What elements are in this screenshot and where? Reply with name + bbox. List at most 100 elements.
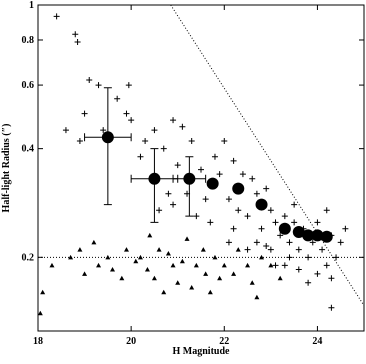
mean-point <box>206 177 219 190</box>
plus-point <box>328 275 335 282</box>
triangle-point <box>40 289 46 295</box>
plus-point <box>249 175 256 182</box>
plus-point <box>295 246 302 253</box>
triangle-point <box>156 247 162 252</box>
plus-point <box>286 239 293 246</box>
triangle-point <box>268 262 274 268</box>
triangle-point <box>170 262 176 268</box>
plus-point <box>225 239 232 246</box>
plus-point <box>263 242 270 249</box>
plus-point <box>151 127 158 134</box>
plus-point <box>244 246 251 253</box>
plus-point <box>72 31 79 38</box>
triangle-point <box>254 294 260 300</box>
triangle-point <box>119 275 125 281</box>
triangle-point <box>221 262 227 268</box>
plus-point <box>267 207 274 214</box>
plus-point <box>286 254 293 261</box>
plus-point <box>291 201 298 208</box>
triangle-point <box>203 271 209 276</box>
x-tick-label: 20 <box>126 336 136 347</box>
plus-point <box>74 38 81 45</box>
plus-point <box>314 270 321 277</box>
plus-point <box>305 279 312 286</box>
plus-point <box>188 138 195 145</box>
plus-point <box>230 157 237 164</box>
plus-point <box>305 254 312 261</box>
plus-point <box>253 239 260 246</box>
triangle-point <box>144 267 150 272</box>
plus-point <box>100 127 107 134</box>
plus-point <box>319 246 326 253</box>
plus-point <box>142 138 149 145</box>
triangle-point <box>212 254 218 260</box>
plus-point <box>137 153 144 160</box>
x-tick-label: 18 <box>33 336 43 347</box>
plus-point <box>333 254 340 261</box>
y-tick-label: 0.8 <box>22 35 35 46</box>
triangle-point <box>68 254 74 260</box>
triangle-point <box>193 262 199 268</box>
plus-point <box>165 190 172 197</box>
triangle-point <box>77 247 83 252</box>
plus-point <box>53 13 60 20</box>
triangle-point <box>249 280 255 285</box>
triangle-point <box>207 289 213 295</box>
plus-point <box>323 262 330 269</box>
plus-point <box>281 213 288 220</box>
x-axis-label: H Magnitude <box>173 346 231 357</box>
mean-point <box>183 172 196 185</box>
plus-point <box>216 171 223 178</box>
plus-point <box>323 207 330 214</box>
y-error-bar <box>150 148 159 223</box>
triangle-point <box>49 262 55 268</box>
plus-point <box>207 219 214 226</box>
plus-point <box>263 185 270 192</box>
plus-point <box>156 207 163 214</box>
plus-point <box>235 207 242 214</box>
triangle-point <box>259 254 265 260</box>
mean-point <box>302 229 315 242</box>
plus-point <box>86 76 93 83</box>
plus-point <box>272 262 279 269</box>
triangle-point <box>179 258 185 264</box>
plus-point <box>62 127 69 134</box>
plus-point <box>211 153 218 160</box>
plus-point <box>76 138 83 145</box>
plot-frame <box>37 4 365 332</box>
y-error-bar <box>103 87 112 206</box>
plus-point <box>244 213 251 220</box>
mean-point <box>101 131 114 144</box>
plus-point <box>267 246 274 253</box>
y-tick-label: 0.4 <box>22 144 35 155</box>
mean-point <box>292 226 305 239</box>
x-tick-label: 24 <box>312 336 322 347</box>
plus-point <box>114 95 121 102</box>
y-tick-label: 0.6 <box>22 80 35 91</box>
triangle-point <box>184 236 190 241</box>
mean-point <box>255 198 268 211</box>
plus-point <box>291 219 298 226</box>
triangle-point <box>151 275 157 281</box>
mean-point <box>311 229 324 242</box>
plus-point <box>198 166 204 173</box>
plus-point <box>128 117 135 124</box>
mean-point <box>278 222 291 235</box>
triangle-point <box>147 232 153 238</box>
plus-point <box>123 110 130 117</box>
plus-point <box>125 82 132 89</box>
mean-point <box>232 182 245 195</box>
triangle-point <box>175 280 181 285</box>
plus-point <box>170 117 177 124</box>
plus-point <box>337 239 344 246</box>
plus-point <box>95 82 102 89</box>
plus-point <box>174 162 181 169</box>
plus-point <box>239 171 246 178</box>
triangle-point <box>110 267 116 272</box>
plus-point <box>342 225 349 232</box>
y-tick-label: 0.2 <box>22 252 35 263</box>
triangle-point <box>91 239 97 245</box>
triangle-point <box>231 271 237 276</box>
plus-point <box>314 219 321 226</box>
plus-point <box>258 225 265 232</box>
